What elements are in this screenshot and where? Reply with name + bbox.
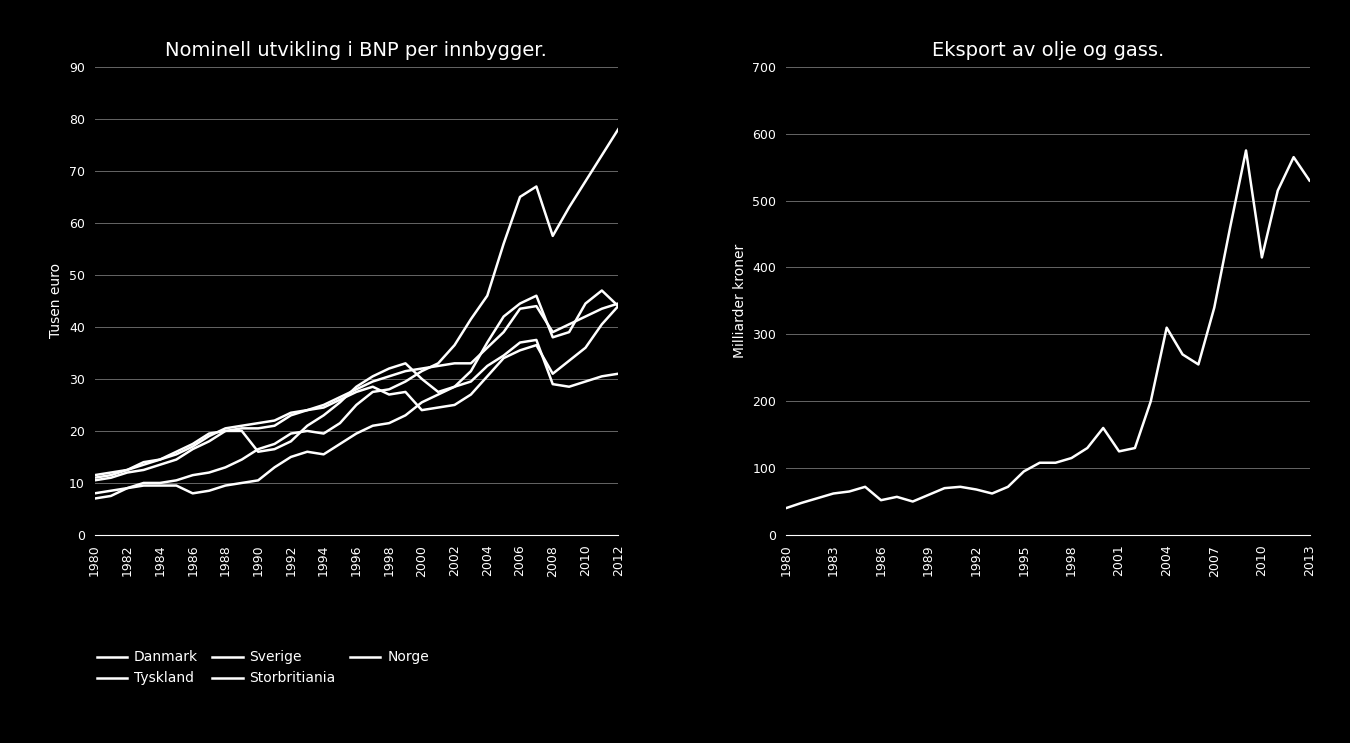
Y-axis label: Tusen euro: Tusen euro xyxy=(49,263,63,339)
Title: Eksport av olje og gass.: Eksport av olje og gass. xyxy=(931,41,1164,59)
Legend: Danmark, Tyskland, Sverige, Storbritiania, Norge: Danmark, Tyskland, Sverige, Storbritiani… xyxy=(90,645,435,691)
Title: Nominell utvikling i BNP per innbygger.: Nominell utvikling i BNP per innbygger. xyxy=(166,41,547,59)
Y-axis label: Milliarder kroner: Milliarder kroner xyxy=(733,244,747,358)
